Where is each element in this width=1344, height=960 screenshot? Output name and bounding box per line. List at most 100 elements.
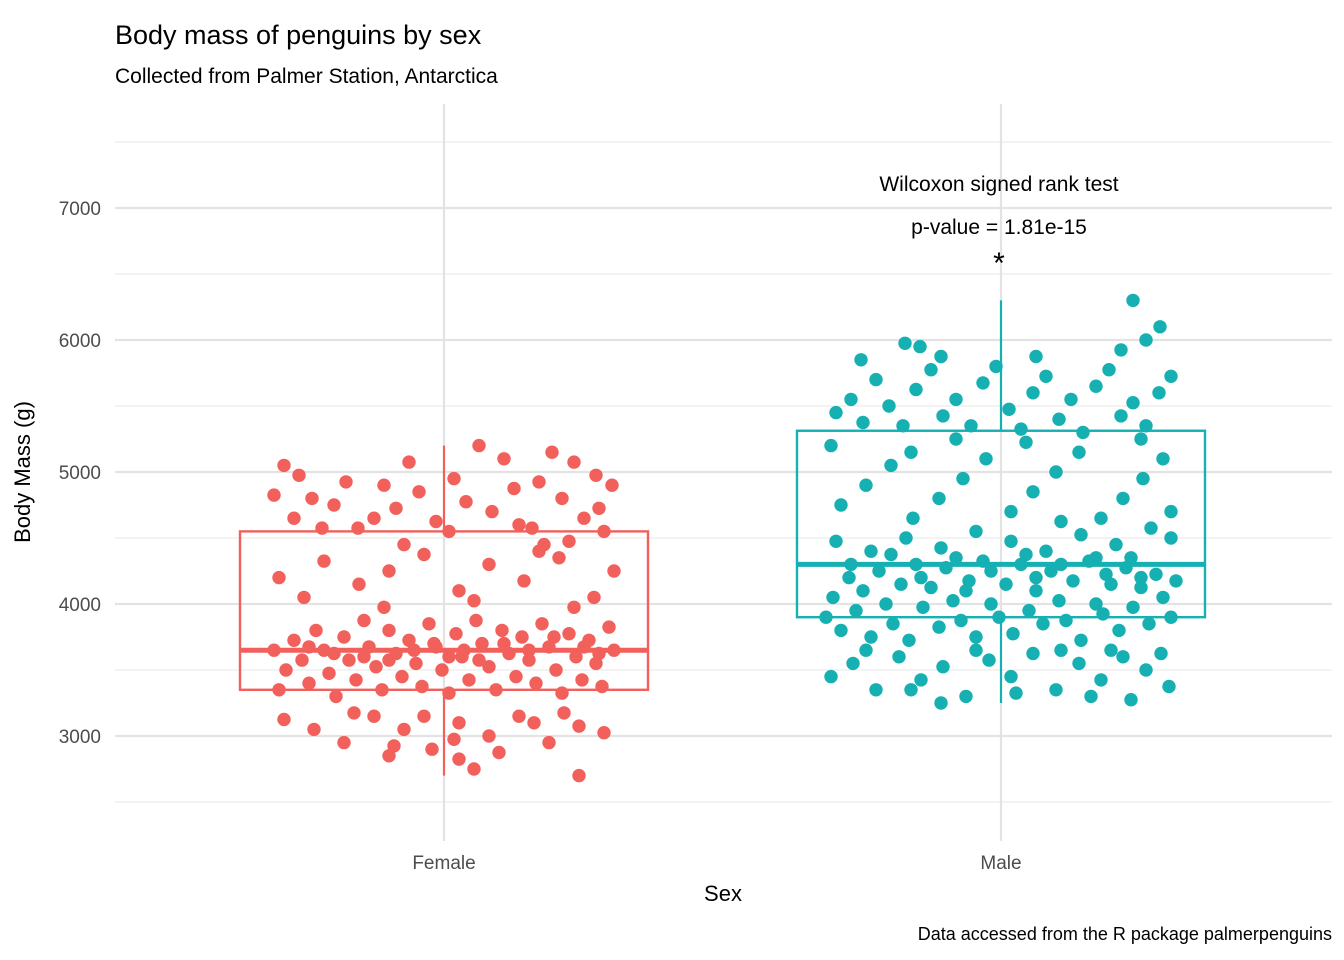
jitter-point-female bbox=[482, 660, 496, 674]
jitter-point-male bbox=[1099, 567, 1113, 581]
jitter-point-female bbox=[297, 590, 311, 605]
jitter-point-female bbox=[542, 735, 556, 750]
jitter-point-female bbox=[305, 491, 319, 506]
jitter-point-male bbox=[854, 353, 868, 367]
jitter-point-female bbox=[329, 689, 343, 704]
jitter-point-male bbox=[934, 349, 948, 364]
jitter-point-female bbox=[272, 570, 286, 585]
jitter-point-female bbox=[567, 455, 581, 469]
jitter-point-male bbox=[932, 620, 946, 634]
jitter-point-female bbox=[475, 636, 489, 651]
jitter-point-male bbox=[946, 594, 960, 608]
jitter-point-male bbox=[1072, 656, 1086, 671]
chart-caption: Data accessed from the R package palmerp… bbox=[918, 924, 1332, 944]
jitter-point-female bbox=[605, 478, 619, 492]
jitter-point-female bbox=[322, 666, 336, 680]
jitter-point-male bbox=[914, 673, 928, 687]
jitter-point-male bbox=[1064, 392, 1078, 407]
jitter-point-female bbox=[449, 627, 463, 641]
jitter-point-male bbox=[824, 438, 838, 453]
jitter-point-female bbox=[292, 468, 306, 482]
jitter-point-male bbox=[1154, 646, 1168, 661]
jitter-point-male bbox=[1029, 570, 1043, 585]
jitter-point-male bbox=[1074, 633, 1088, 647]
jitter-point-male bbox=[886, 617, 900, 631]
jitter-point-male bbox=[934, 541, 948, 555]
jitter-point-male bbox=[936, 409, 950, 423]
jitter-point-male bbox=[859, 643, 873, 657]
jitter-point-male bbox=[872, 564, 886, 578]
jitter-point-male bbox=[1014, 422, 1028, 436]
jitter-point-female bbox=[377, 600, 391, 614]
jitter-point-female bbox=[427, 636, 441, 651]
jitter-point-female bbox=[472, 653, 486, 667]
jitter-point-male bbox=[1029, 584, 1043, 598]
jitter-point-male bbox=[1036, 617, 1050, 631]
jitter-point-male bbox=[914, 570, 928, 585]
jitter-point-male bbox=[879, 597, 893, 611]
jitter-point-male bbox=[1136, 471, 1150, 486]
jitter-point-female bbox=[507, 481, 521, 496]
jitter-point-male bbox=[882, 399, 896, 413]
jitter-point-female bbox=[337, 630, 351, 644]
jitter-point-male bbox=[1139, 333, 1153, 347]
jitter-point-female bbox=[592, 501, 606, 515]
y-tick-label: 3000 bbox=[59, 727, 101, 748]
jitter-point-male bbox=[1044, 564, 1058, 578]
jitter-point-male bbox=[1139, 419, 1153, 433]
jitter-point-male bbox=[924, 363, 938, 377]
jitter-point-female bbox=[442, 650, 456, 664]
jitter-point-female bbox=[467, 762, 481, 776]
jitter-point-male bbox=[1152, 386, 1166, 400]
jitter-point-female bbox=[397, 537, 411, 552]
jitter-point-female bbox=[589, 468, 603, 482]
jitter-point-female bbox=[307, 722, 321, 737]
jitter-point-female bbox=[347, 706, 361, 720]
jitter-point-female bbox=[302, 676, 316, 690]
x-axis-title: Sex bbox=[704, 881, 742, 906]
jitter-point-female bbox=[532, 475, 546, 489]
jitter-point-male bbox=[989, 359, 1003, 374]
jitter-point-male bbox=[934, 696, 948, 710]
jitter-point-female bbox=[482, 557, 496, 572]
jitter-point-male bbox=[1142, 617, 1156, 631]
jitter-point-female bbox=[349, 673, 363, 687]
boxplot-layer bbox=[238, 300, 1207, 776]
jitter-point-male bbox=[1164, 504, 1178, 519]
jitter-point-female bbox=[535, 617, 549, 631]
jitter-point-female bbox=[287, 633, 301, 647]
jitter-point-female bbox=[577, 511, 591, 525]
jitter-point-male bbox=[884, 458, 898, 473]
jitter-point-male bbox=[913, 339, 927, 354]
jitter-point-female bbox=[522, 653, 536, 667]
jitter-point-male bbox=[949, 551, 963, 565]
jitter-point-female bbox=[357, 650, 371, 664]
box-male bbox=[795, 429, 1207, 619]
jitter-point-male bbox=[1059, 613, 1073, 628]
jitter-point-male bbox=[1026, 386, 1040, 400]
jitter-point-female bbox=[545, 445, 559, 459]
jitter-point-male bbox=[1004, 669, 1018, 684]
jitter-point-male bbox=[932, 491, 946, 506]
jitter-point-male bbox=[1074, 528, 1088, 542]
jitter-point-female bbox=[425, 742, 439, 756]
annotation-test-name: Wilcoxon signed rank test bbox=[879, 173, 1118, 196]
jitter-point-male bbox=[1149, 567, 1163, 581]
jitter-point-female bbox=[415, 679, 429, 694]
jitter-point-female bbox=[317, 554, 331, 568]
jitter-point-male bbox=[902, 633, 916, 647]
jitter-point-female bbox=[397, 722, 411, 737]
jitter-point-female bbox=[532, 544, 546, 558]
jitter-point-female bbox=[452, 584, 466, 598]
jitter-point-male bbox=[849, 603, 863, 618]
annotation-p-value: p-value = 1.81e-15 bbox=[911, 216, 1087, 239]
jitter-point-female bbox=[382, 564, 396, 578]
jitter-point-male bbox=[884, 547, 898, 562]
jitter-point-female bbox=[462, 673, 476, 687]
jitter-point-male bbox=[1134, 432, 1148, 446]
jitter-point-male bbox=[904, 683, 918, 697]
axis-layer: 3000 4000 5000 6000 7000 Female Male bbox=[59, 199, 1022, 874]
jitter-point-male bbox=[1094, 673, 1108, 687]
jitter-point-male bbox=[834, 498, 848, 512]
jitter-point-female bbox=[447, 471, 461, 486]
